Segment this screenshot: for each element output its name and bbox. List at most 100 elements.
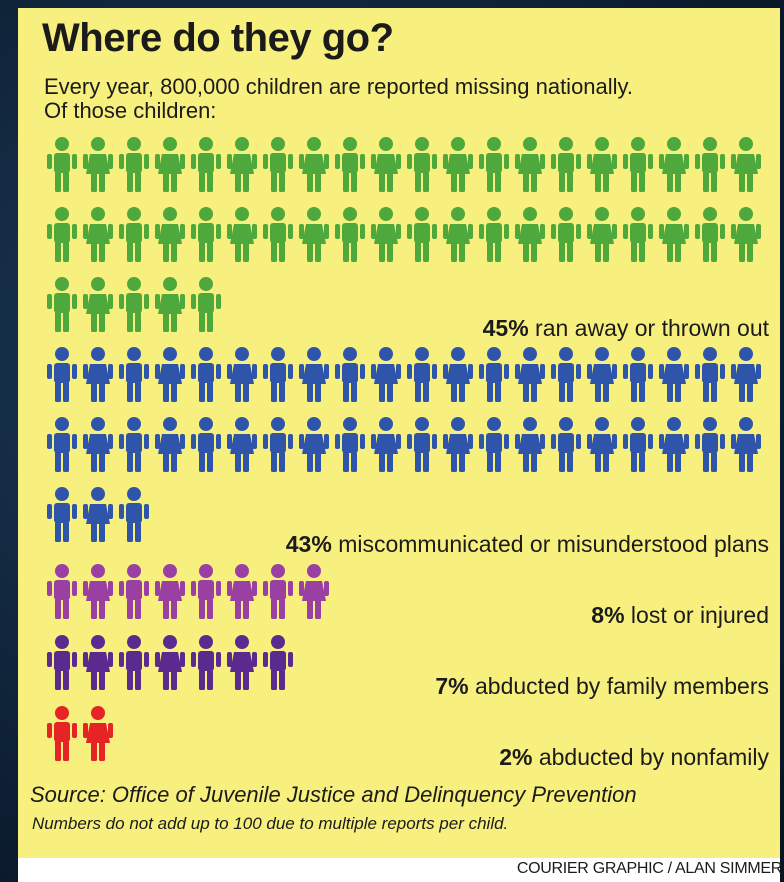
person-figure	[155, 564, 185, 619]
category-label-ran-away: 45% ran away or thrown out	[483, 315, 769, 342]
person-figure	[47, 347, 77, 402]
person-figure	[299, 564, 329, 619]
person-figure	[47, 417, 77, 472]
person-figure	[227, 137, 257, 192]
person-figure	[191, 277, 221, 332]
category-label-family-abduction: 7% abducted by family members	[435, 673, 769, 700]
category-text: miscommunicated or misunderstood plans	[338, 531, 769, 557]
person-figure	[47, 207, 77, 262]
person-figure	[83, 137, 113, 192]
person-figure	[119, 207, 149, 262]
person-figure	[551, 417, 581, 472]
person-figure	[695, 417, 725, 472]
person-figure	[83, 706, 113, 761]
person-figure	[587, 347, 617, 402]
person-figure	[371, 137, 401, 192]
person-figure	[119, 635, 149, 690]
person-figure	[443, 207, 473, 262]
person-figure	[299, 137, 329, 192]
person-figure	[695, 137, 725, 192]
person-figure	[83, 347, 113, 402]
category-label-miscommunicated: 43% miscommunicated or misunderstood pla…	[286, 531, 769, 558]
percent-label: 2%	[499, 744, 533, 770]
person-figure	[155, 417, 185, 472]
person-figure	[119, 564, 149, 619]
person-figure	[227, 417, 257, 472]
infographic-card: Where do they go? Every year, 800,000 ch…	[18, 8, 780, 858]
person-figure	[335, 417, 365, 472]
person-figure	[479, 417, 509, 472]
person-figure	[119, 417, 149, 472]
person-figure	[407, 347, 437, 402]
person-figure	[695, 347, 725, 402]
person-figure	[731, 417, 761, 472]
person-figure	[587, 207, 617, 262]
person-figure	[731, 207, 761, 262]
person-figure	[443, 137, 473, 192]
person-figure	[587, 137, 617, 192]
person-figure	[83, 487, 113, 542]
person-figure	[731, 137, 761, 192]
percent-label: 45%	[482, 315, 529, 341]
credit-strip	[18, 858, 780, 882]
source-text: Source: Office of Juvenile Justice and D…	[30, 782, 637, 807]
person-figure	[551, 347, 581, 402]
person-figure	[83, 635, 113, 690]
person-figure	[83, 417, 113, 472]
chart-subtitle: Every year, 800,000 children are reporte…	[44, 75, 764, 123]
person-figure	[263, 635, 293, 690]
percent-label: 8%	[591, 602, 625, 628]
person-figure	[191, 207, 221, 262]
subtitle-line-2: Of those children:	[44, 98, 217, 123]
person-figure	[659, 347, 689, 402]
person-figure	[83, 564, 113, 619]
person-figure	[407, 207, 437, 262]
person-figure	[263, 137, 293, 192]
person-figure	[443, 417, 473, 472]
person-figure	[335, 207, 365, 262]
person-figure	[191, 635, 221, 690]
person-figure	[479, 347, 509, 402]
person-figure	[191, 564, 221, 619]
person-figure	[47, 564, 77, 619]
person-figure	[299, 347, 329, 402]
person-figure	[119, 277, 149, 332]
person-figure	[191, 347, 221, 402]
person-figure	[47, 277, 77, 332]
person-figure	[371, 207, 401, 262]
person-figure	[263, 347, 293, 402]
person-figure	[515, 347, 545, 402]
person-figure	[155, 635, 185, 690]
chart-title: Where do they go?	[42, 16, 394, 60]
person-figure	[695, 207, 725, 262]
person-figure	[47, 635, 77, 690]
person-figure	[119, 347, 149, 402]
percent-label: 7%	[435, 673, 469, 699]
category-text: ran away or thrown out	[535, 315, 769, 341]
person-figure	[515, 417, 545, 472]
person-figure	[515, 137, 545, 192]
person-figure	[263, 417, 293, 472]
person-figure	[623, 347, 653, 402]
category-text: abducted by family members	[474, 673, 769, 699]
person-figure	[299, 417, 329, 472]
person-figure	[155, 277, 185, 332]
person-figure	[551, 207, 581, 262]
person-figure	[443, 347, 473, 402]
person-figure	[623, 137, 653, 192]
person-figure	[659, 417, 689, 472]
person-figure	[659, 137, 689, 192]
person-figure	[227, 564, 257, 619]
person-figure	[227, 207, 257, 262]
person-figure	[335, 347, 365, 402]
person-figure	[731, 347, 761, 402]
person-figure	[83, 207, 113, 262]
person-figure	[407, 417, 437, 472]
person-figure	[299, 207, 329, 262]
person-figure	[119, 487, 149, 542]
person-figure	[155, 207, 185, 262]
person-figure	[47, 487, 77, 542]
person-figure	[47, 706, 77, 761]
person-figure	[515, 207, 545, 262]
